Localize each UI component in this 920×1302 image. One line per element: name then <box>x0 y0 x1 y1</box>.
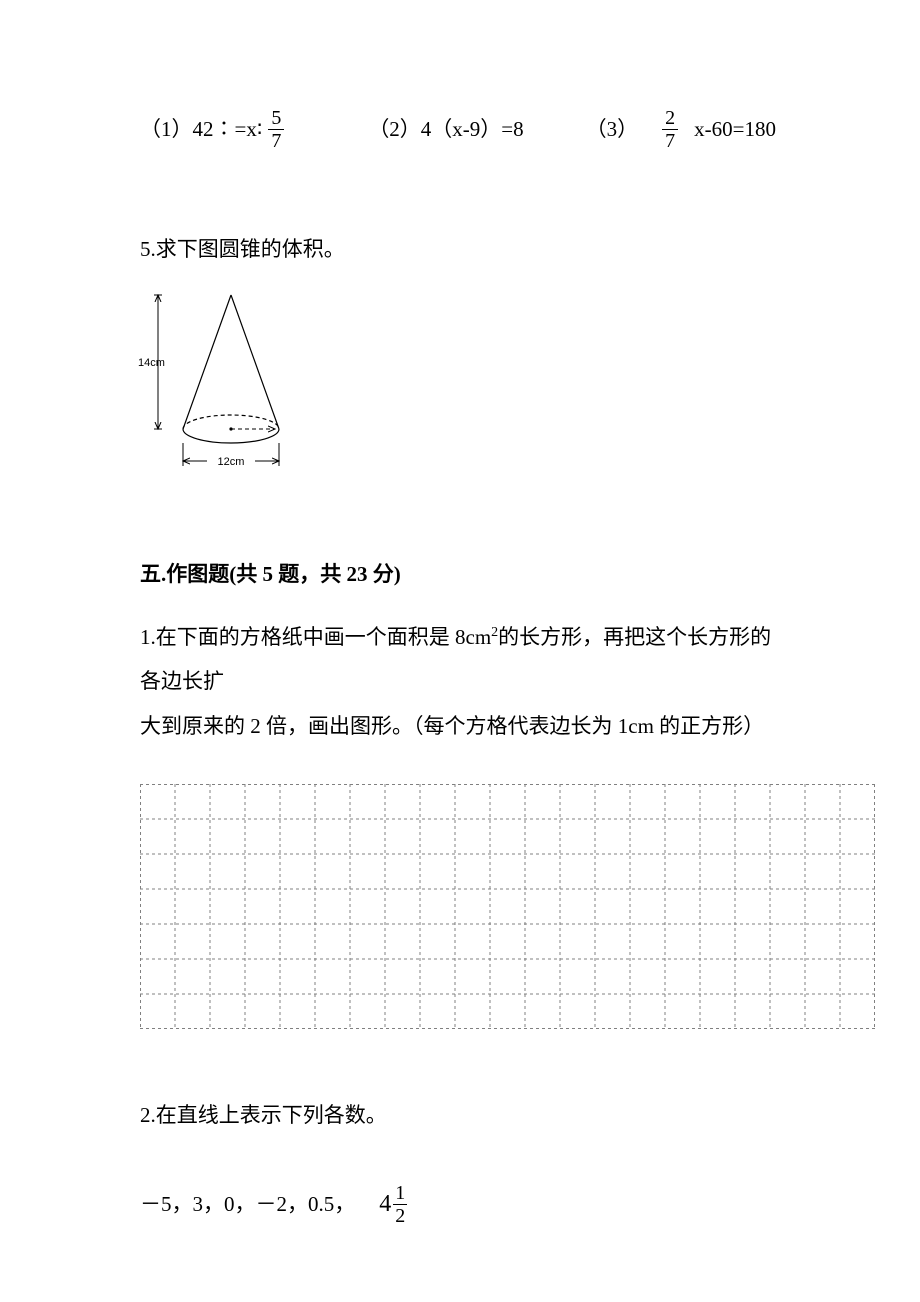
eq3-frac-den: 7 <box>662 129 678 151</box>
mixed-den: 2 <box>393 1204 407 1226</box>
cone-svg: 14cm 12cm <box>136 287 284 483</box>
mixed-num: 1 <box>393 1183 407 1204</box>
equation-1: （1）42∶=x∶ 5 7 <box>140 108 290 151</box>
cone-figure: 14cm 12cm <box>136 287 780 496</box>
equation-2: （2）4（x-9）=8 <box>368 111 523 149</box>
grid-svg <box>140 784 875 1029</box>
numbers-text: －5，3，0，－2，0.5， <box>140 1186 355 1224</box>
eq1-frac-num: 5 <box>268 108 284 129</box>
svg-text:14cm: 14cm <box>138 357 165 369</box>
equations-row: （1）42∶=x∶ 5 7 （2）4（x-9）=8 （3） 2 7 x-60=1… <box>140 108 780 151</box>
mixed-frac-part: 1 2 <box>393 1183 407 1226</box>
numbers-row: －5，3，0，－2，0.5， 4 1 2 <box>140 1183 780 1226</box>
section-5-header: 五.作图题(共 5 题，共 23 分) <box>140 556 780 594</box>
mixed-fraction: 4 1 2 <box>379 1183 407 1226</box>
eq3-frac-num: 2 <box>662 108 678 129</box>
eq1-prefix: （1）42∶=x∶ <box>140 111 262 149</box>
equation-3: （3） 2 7 x-60=180 <box>586 108 776 151</box>
cone-question-label: 5.求下图圆锥的体积。 <box>140 231 780 269</box>
q1-text: 1.在下面的方格纸中画一个面积是 8cm2的长方形，再把这个长方形的各边长扩 大… <box>140 615 780 747</box>
q1-line1a: 1.在下面的方格纸中画一个面积是 8cm <box>140 625 491 649</box>
q1-line2: 大到原来的 2 倍，画出图形。（每个方格代表边长为 1cm 的正方形） <box>140 714 764 738</box>
eq3-prefix: （3） <box>586 111 639 149</box>
eq3-fraction: 2 7 <box>662 108 678 151</box>
mixed-whole: 4 <box>379 1183 391 1226</box>
eq1-fraction: 5 7 <box>268 108 284 151</box>
eq3-suffix: x-60=180 <box>694 111 776 149</box>
eq2-text: （2）4（x-9）=8 <box>368 111 523 149</box>
q2-label: 2.在直线上表示下列各数。 <box>140 1097 780 1135</box>
eq1-frac-den: 7 <box>268 129 284 151</box>
grid-figure <box>140 784 780 1042</box>
svg-text:12cm: 12cm <box>218 456 245 468</box>
